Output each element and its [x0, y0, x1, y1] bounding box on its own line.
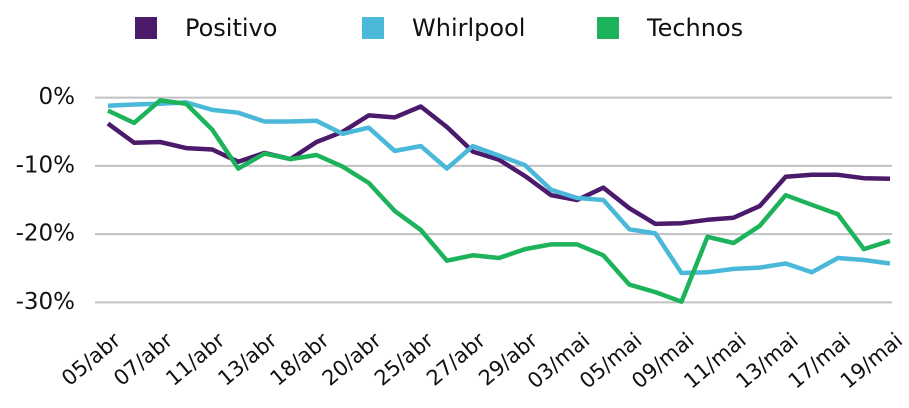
x-tick-label: 07/abr — [109, 328, 177, 391]
y-tick-label: -20% — [16, 221, 75, 247]
line-series — [107, 98, 891, 304]
legend-label: Whirlpool — [412, 14, 525, 42]
x-tick-label: 27/abr — [422, 328, 490, 391]
x-tick-label: 25/abr — [370, 328, 438, 391]
x-tick-label: 13/abr — [213, 328, 281, 391]
legend-swatch — [597, 17, 619, 39]
x-tick-label: 11/abr — [161, 328, 229, 391]
line-series — [106, 104, 891, 227]
x-tick-label: 05/abr — [57, 328, 125, 391]
line-series — [107, 100, 891, 276]
x-tick-label: 18/abr — [266, 328, 334, 391]
x-tick-label: 20/abr — [318, 328, 386, 391]
legend-swatch — [135, 17, 157, 39]
y-tick-label: -30% — [16, 289, 75, 315]
y-tick-label: -10% — [16, 152, 75, 178]
legend-swatch — [362, 17, 384, 39]
legend-label: Technos — [646, 14, 743, 42]
legend-label: Positivo — [185, 14, 277, 42]
y-tick-label: 0% — [39, 84, 76, 110]
